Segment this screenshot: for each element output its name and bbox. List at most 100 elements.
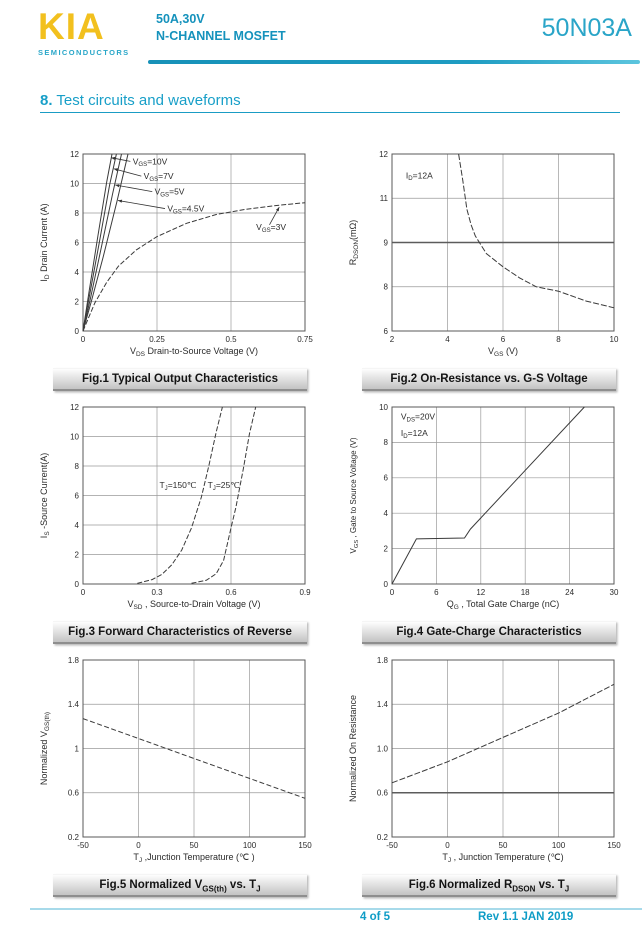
figure-panel-4: 0 6 12 18 24 30 0 2 4 6 8 10 QG , Total Gate Charge … [344,393,634,644]
fig5-caption: Fig.5 Normalized VGS(th) vs. TJ [53,874,307,897]
svg-text:0.2: 0.2 [377,833,389,842]
svg-text:VSD , Source-to-Drain Voltage: VSD , Source-to-Drain Voltage (V) [127,599,260,611]
svg-text:8: 8 [75,209,80,218]
device-rating: 50A,30V [156,12,205,26]
svg-text:0: 0 [136,841,141,850]
svg-text:24: 24 [565,588,574,597]
svg-text:10: 10 [379,403,388,412]
svg-text:8: 8 [75,462,80,471]
svg-text:Normalized On Resistance: Normalized On Resistance [348,695,358,802]
svg-text:30: 30 [610,588,619,597]
figure-panel-2: 2 4 6 8 10 6 8 9 11 12 VGS (V) RDSON(mΩ) ID=12A Fig.… [344,140,634,391]
svg-text:1.8: 1.8 [377,656,389,665]
device-summary: 50A,30V N-CHANNEL MOSFET [156,11,286,45]
svg-text:0: 0 [75,580,80,589]
svg-text:1.4: 1.4 [68,700,80,709]
svg-text:4: 4 [75,521,80,530]
svg-text:2: 2 [75,297,80,306]
part-number: 50N03A [541,14,632,42]
svg-text:150: 150 [607,841,621,850]
fig1-chart: 0 0.25 0.5 0.75 0 2 4 6 8 10 12 VDS Drain-to-Source… [39,150,313,358]
figures-grid: 0 0.25 0.5 0.75 0 2 4 6 8 10 12 VDS Drain-to-Source… [35,140,634,897]
svg-text:TJ ,Junction Temperature (℃ ): TJ ,Junction Temperature (℃ ) [133,852,254,864]
svg-text:100: 100 [552,841,566,850]
svg-text:VDS Drain-to-Source Voltage (: VDS Drain-to-Source Voltage (V) [130,346,258,358]
logo-text: KIA [38,6,105,47]
svg-text:0: 0 [81,335,86,344]
svg-text:ID=12A: ID=12A [401,428,428,440]
svg-text:VDS=20V: VDS=20V [401,411,436,423]
svg-text:100: 100 [243,841,257,850]
section-title: 8. Test circuits and waveforms [40,92,620,113]
svg-text:0.2: 0.2 [68,833,80,842]
svg-text:6: 6 [384,474,389,483]
svg-text:10: 10 [70,432,79,441]
svg-text:2: 2 [384,544,389,553]
svg-text:0: 0 [81,588,86,597]
svg-text:VGS=4.5V: VGS=4.5V [167,204,204,216]
fig1-caption: Fig.1 Typical Output Characteristics [53,368,307,391]
svg-text:1.0: 1.0 [377,744,389,753]
svg-text:QG , Total Gate Charge (nC): QG , Total Gate Charge (nC) [447,599,559,611]
revision-label: Rev 1.1 JAN 2019 [478,911,574,923]
svg-text:4: 4 [384,509,389,518]
figure-panel-5: -50 0 50 100 150 0.2 0.6 1 1.4 1.8 TJ ,Junction Te… [35,646,325,897]
logo: KIA SEMICONDUCTORS [38,8,148,57]
svg-text:VGS=10V: VGS=10V [133,156,168,168]
svg-text:8: 8 [556,335,561,344]
fig3-caption: Fig.3 Forward Characteristics of Reverse [53,621,307,644]
svg-text:0.6: 0.6 [68,789,80,798]
figure-panel-3: 0 0.3 0.6 0.9 0 2 4 6 8 10 12 VSD , Source-to-Drain… [35,393,325,644]
svg-text:Normalized VGS(th): Normalized VGS(th) [39,712,51,785]
svg-text:4: 4 [75,268,80,277]
svg-text:0: 0 [445,841,450,850]
svg-text:VGS (V): VGS (V) [488,346,518,358]
figure-panel-6: -50 0 50 100 150 0.2 0.6 1.0 1.4 1.8 TJ , Junction… [344,646,634,897]
svg-text:6: 6 [384,327,389,336]
svg-text:TJ=150℃: TJ=150℃ [159,480,196,492]
svg-text:6: 6 [434,588,439,597]
fig5-chart: -50 0 50 100 150 0.2 0.6 1 1.4 1.8 TJ ,Junction Te… [39,656,312,864]
svg-text:TJ , Junction Temperature (℃): TJ , Junction Temperature (℃) [442,852,563,864]
svg-text:50: 50 [190,841,199,850]
fig6-caption: Fig.6 Normalized RDSON vs. TJ [362,874,616,897]
svg-text:10: 10 [610,335,619,344]
section-number: 8. [40,92,53,109]
svg-text:0: 0 [75,327,80,336]
svg-text:8: 8 [384,438,389,447]
svg-text:0.5: 0.5 [225,335,237,344]
svg-text:2: 2 [390,335,395,344]
svg-text:11: 11 [380,194,389,203]
svg-text:0.75: 0.75 [297,335,313,344]
svg-text:TJ=25℃: TJ=25℃ [208,480,241,492]
svg-text:4: 4 [445,335,450,344]
section-heading-text: Test circuits and waveforms [52,92,241,109]
svg-text:VGS , Gate to Source Voltage (: VGS , Gate to Source Voltage (V) [349,437,360,553]
svg-text:0.25: 0.25 [149,335,165,344]
svg-text:IS -Source Current(A): IS -Source Current(A) [39,453,51,538]
svg-text:ID Drain Current (A): ID Drain Current (A) [39,203,51,281]
svg-text:RDSON(mΩ): RDSON(mΩ) [348,220,360,266]
svg-text:150: 150 [298,841,312,850]
fig3-chart: 0 0.3 0.6 0.9 0 2 4 6 8 10 12 VSD , Source-to-Drain… [39,403,311,611]
svg-text:ID=12A: ID=12A [406,170,433,182]
svg-text:VGS=3V: VGS=3V [256,222,286,234]
fig4-caption: Fig.4 Gate-Charge Characteristics [362,621,616,644]
svg-text:0: 0 [390,588,395,597]
svg-text:-50: -50 [77,841,89,850]
svg-text:12: 12 [70,150,79,159]
logo-subtext: SEMICONDUCTORS [38,48,130,57]
svg-text:1.4: 1.4 [377,700,389,709]
header-rule [148,60,640,64]
footer-rule [30,908,642,910]
device-type: N-CHANNEL MOSFET [156,28,286,43]
svg-text:6: 6 [501,335,506,344]
svg-text:8: 8 [384,283,389,292]
svg-text:2: 2 [75,550,80,559]
fig2-chart: 2 4 6 8 10 6 8 9 11 12 VGS (V) RDSON(mΩ) ID=12A [348,150,619,358]
svg-text:-50: -50 [386,841,398,850]
fig6-chart: -50 0 50 100 150 0.2 0.6 1.0 1.4 1.8 TJ , Junction… [348,656,621,864]
svg-text:0.9: 0.9 [299,588,311,597]
